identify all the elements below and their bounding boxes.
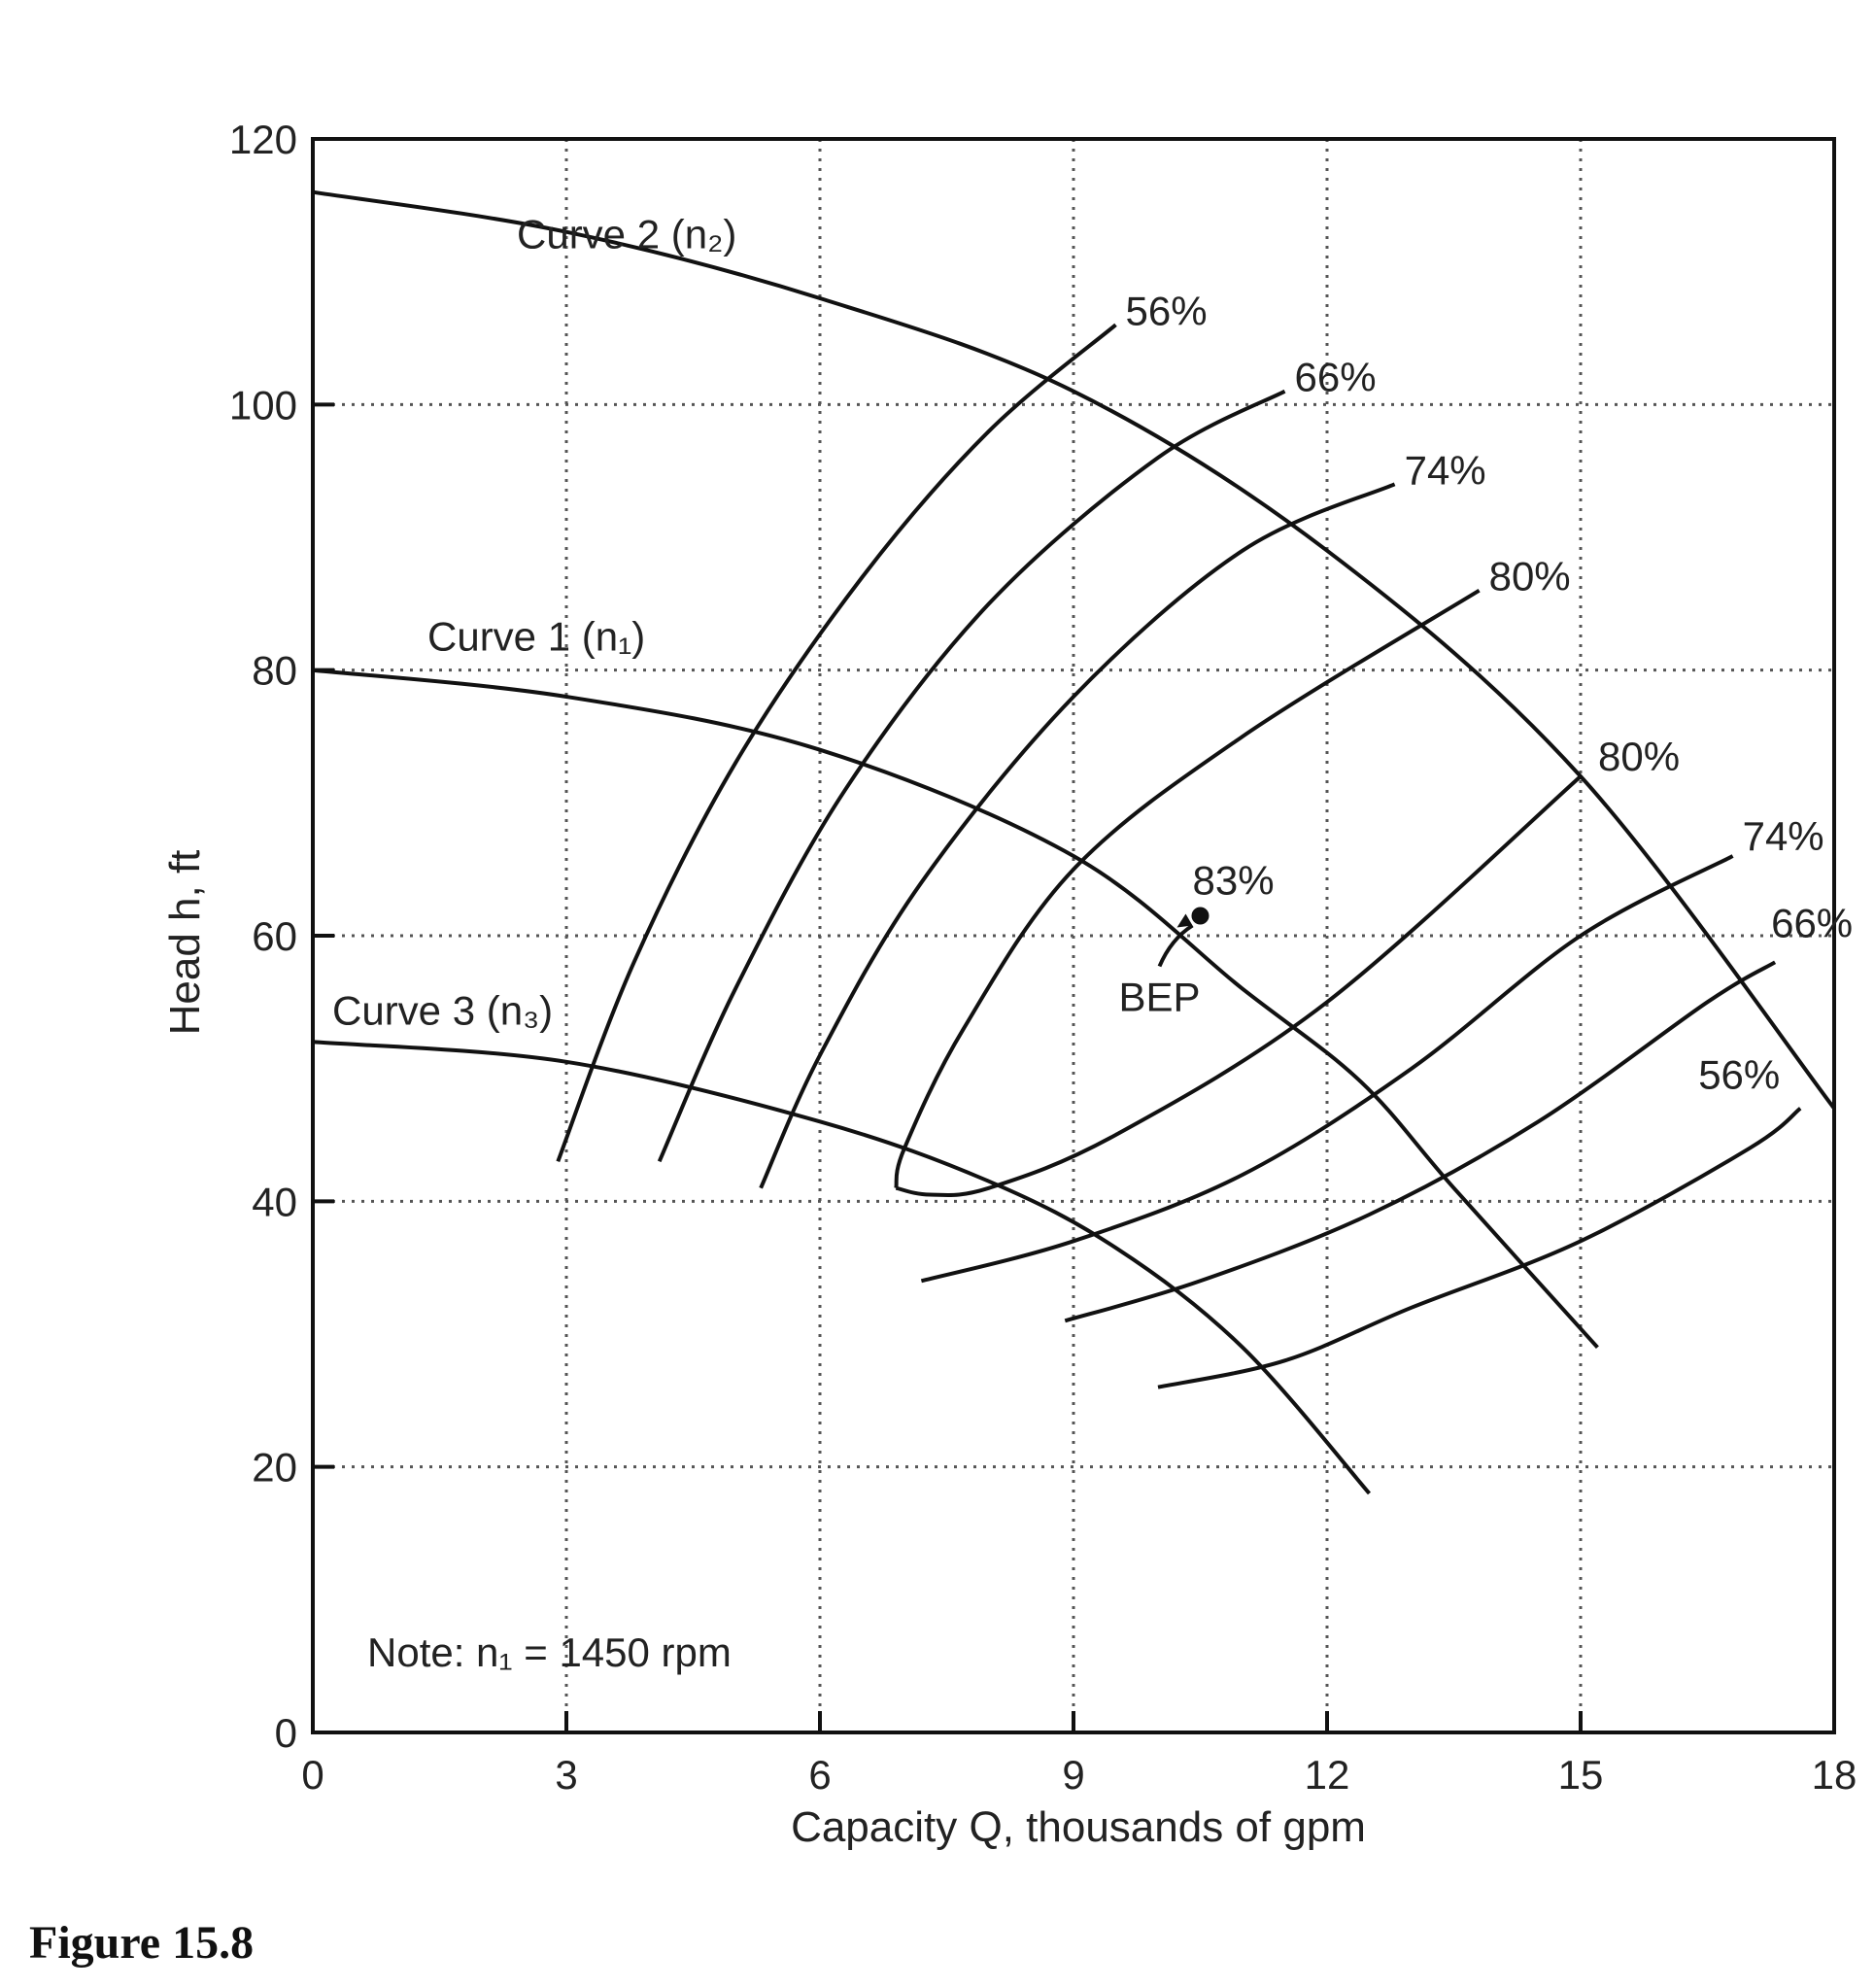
x-tick-label: 15 [1558,1752,1604,1798]
efficiency-curve [895,774,1583,1198]
x-axis-title: Capacity Q, thousands of gpm [791,1803,1366,1851]
efficiency-curve [657,389,1286,1163]
y-tick-label: 40 [252,1179,297,1224]
y-tick-label: 80 [252,648,297,694]
y-tick-label: 20 [252,1445,297,1491]
x-tick-label: 0 [301,1752,324,1798]
axis-ticks: 0 3 6 9 12 15 18 0 20 40 60 80 100 120 [229,117,1857,1798]
efficiency-curve [1064,960,1777,1323]
grid [313,139,1834,1732]
curves [312,189,1836,1495]
x-tick-label: 3 [555,1752,577,1798]
y-tick-label: 60 [252,913,297,959]
head-curve-1 [312,189,1836,1110]
efficiency-curve [894,588,1481,1189]
y-tick-label: 120 [229,117,297,162]
y-axis-title: Head h, ft [161,850,209,1036]
efficiency-label: 80% [1598,734,1680,779]
bep-arrow [1157,923,1194,968]
efficiency-curve [920,854,1734,1284]
efficiency-label: 56% [1698,1052,1780,1098]
bep-efficiency-label: 83% [1193,858,1275,904]
rpm-note: Note: n₁ = 1450 rpm [367,1629,732,1675]
efficiency-label: 66% [1295,355,1377,400]
head-curve-label: Curve 3 (n₃) [332,987,553,1033]
head-curve-3 [312,1040,1372,1495]
efficiency-curve [556,323,1117,1163]
y-tick-label: 100 [229,382,297,428]
efficiency-label: 74% [1405,447,1486,493]
efficiency-label: 66% [1771,900,1853,945]
figure-label: Figure 15.8 [29,1917,254,1969]
curve-labels: Curve 2 (n₂) Curve 1 (n₁) Curve 3 (n₃) 56% 6… [332,212,1853,1098]
y-tick-label: 0 [275,1710,297,1756]
efficiency-curve [1157,1107,1802,1389]
head-curve-2 [312,668,1599,1350]
x-tick-label: 9 [1062,1752,1084,1798]
x-tick-label: 18 [1812,1752,1857,1798]
efficiency-label: 56% [1126,288,1208,333]
head-curve-label: Curve 1 (n₁) [427,614,645,660]
bep-label: BEP [1119,975,1201,1020]
head-curve-label: Curve 2 (n₂) [517,212,736,257]
x-tick-label: 6 [808,1752,831,1798]
bep-arrow-head [1176,913,1193,928]
efficiency-curve [759,482,1396,1189]
efficiency-label: 74% [1743,813,1824,859]
x-tick-label: 12 [1305,1752,1350,1798]
efficiency-label: 80% [1489,554,1571,600]
bep-point [1191,907,1210,925]
